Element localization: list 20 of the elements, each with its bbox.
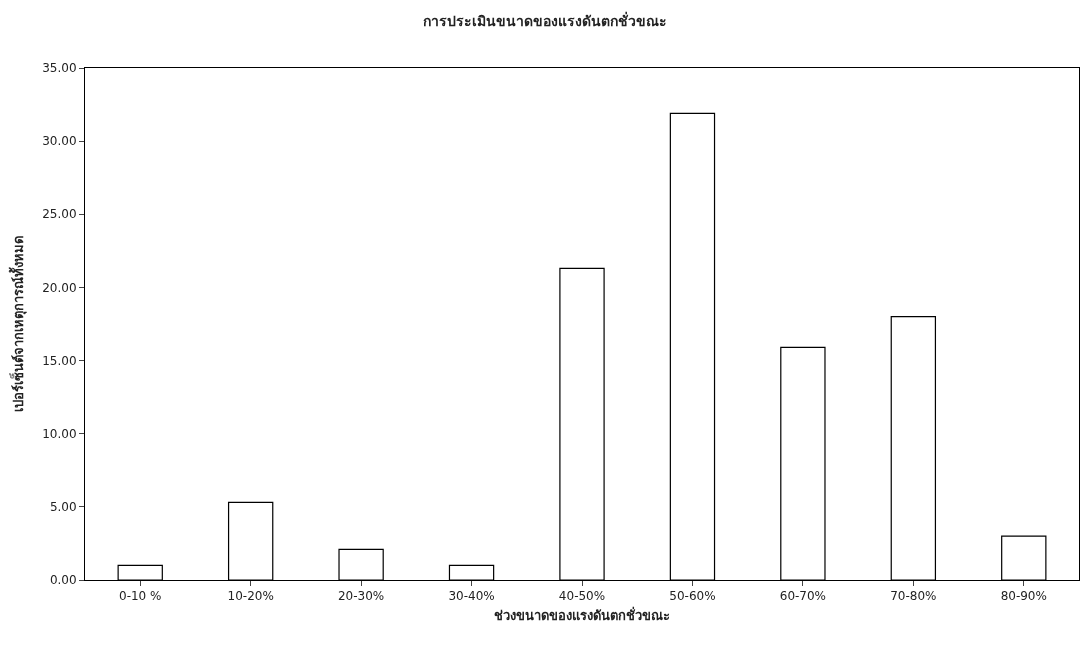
x-tick-label: 70-80% bbox=[890, 589, 937, 604]
x-axis-title: ช่วงขนาดของแรงดันตกชั่วขณะ bbox=[494, 606, 670, 623]
x-tick-label: 30-40% bbox=[448, 589, 495, 604]
x-tick-label: 0-10 % bbox=[118, 589, 162, 604]
y-tick-label: 30.00 bbox=[42, 134, 77, 149]
x-tick-label: 60-70% bbox=[779, 589, 827, 604]
y-tick-label: 0.00 bbox=[49, 573, 77, 588]
chart-title: การประเมินขนาดของแรงดันตกชั่วขณะ bbox=[422, 10, 667, 29]
y-tick-label: 5.00 bbox=[49, 500, 77, 515]
x-tick-label: 20-30% bbox=[337, 589, 385, 604]
y-tick-label: 35.00 bbox=[42, 61, 77, 76]
x-tick-label: 10-20% bbox=[227, 589, 274, 604]
x-tick-label: 80-90% bbox=[1000, 589, 1047, 604]
y-tick-label: 10.00 bbox=[42, 426, 77, 441]
y-tick-label: 20.00 bbox=[42, 280, 77, 295]
x-tick-label: 40-50% bbox=[558, 589, 606, 604]
y-tick-label: 25.00 bbox=[42, 207, 77, 222]
y-axis-title: เปอร์เซ็นต์จากเหตุการณ์ทั้งหมด bbox=[8, 236, 28, 412]
y-tick-label: 15.00 bbox=[42, 353, 77, 368]
x-tick-label: 50-60% bbox=[669, 589, 716, 604]
